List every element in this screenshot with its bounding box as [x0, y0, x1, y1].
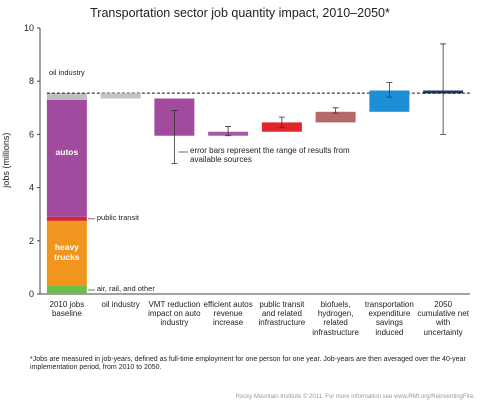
baseline-segment	[46, 93, 87, 100]
y-axis-label: jobs (millions)	[0, 132, 11, 188]
y-tick-label: 2	[29, 236, 34, 246]
error-bar	[332, 107, 339, 114]
footnote: *Jobs are measured in job-years, defined…	[30, 356, 466, 372]
error-bar	[278, 116, 285, 129]
x-tick-label: VMT reduction impact on auto industry	[148, 300, 201, 328]
annotation: error bars represent the range of result…	[190, 146, 350, 165]
x-tick-label: oil industry	[101, 300, 140, 309]
y-tick-label: 8	[29, 76, 34, 86]
x-tick-label: efficient autos revenue increase	[203, 300, 253, 328]
x-tick-label: 2010 jobs baseline	[49, 300, 85, 319]
baseline-segment	[46, 220, 87, 287]
segment-label: autos	[55, 147, 79, 158]
y-tick-label: 6	[29, 129, 34, 139]
error-bar	[386, 82, 393, 98]
error-bar	[225, 126, 232, 137]
step-bar	[369, 90, 410, 112]
y-tick-label: 4	[29, 183, 34, 193]
segment-label: oil industry	[48, 68, 85, 78]
error-bar	[171, 110, 178, 165]
x-tick-label: public transit and related infrastructur…	[258, 300, 306, 328]
x-tick-label: biofuels, hydrogen, related infrastructu…	[312, 300, 359, 337]
segment-label: public transit	[96, 212, 139, 222]
y-tick-label: 10	[24, 23, 34, 33]
segment-label: heavy trucks	[54, 242, 80, 263]
y-tick-label: 0	[29, 289, 34, 299]
chart-title: Transportation sector job quantity impac…	[90, 6, 390, 20]
credit: Rocky Mountain Institute © 2011. For mor…	[235, 394, 475, 400]
error-bar	[440, 43, 447, 135]
x-tick-label: transportation expenditure savings induc…	[364, 300, 414, 337]
baseline-segment	[46, 99, 87, 217]
step-bar	[100, 93, 141, 99]
x-tick-label: 2050 cumulative net with uncertainty	[417, 300, 469, 337]
step-bar	[315, 111, 356, 123]
baseline-segment	[46, 286, 87, 294]
segment-label: air, rail, and other	[96, 284, 155, 293]
baseline-segment	[46, 216, 87, 221]
